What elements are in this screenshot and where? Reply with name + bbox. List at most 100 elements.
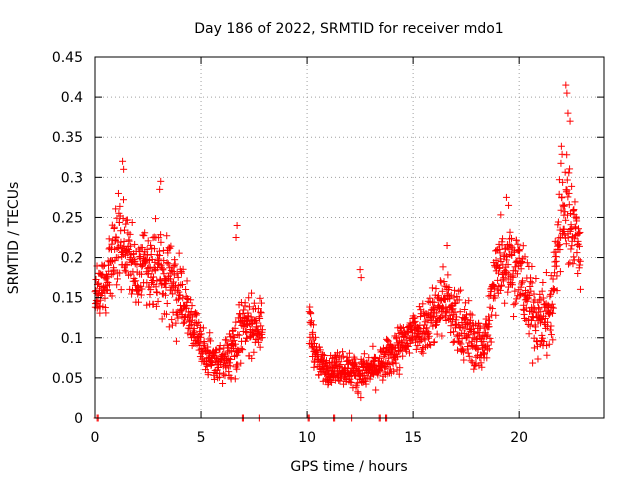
data-point bbox=[492, 311, 500, 319]
data-point bbox=[525, 330, 533, 338]
data-point bbox=[328, 378, 336, 386]
x-tick-label: 15 bbox=[404, 430, 422, 446]
data-point bbox=[222, 350, 230, 358]
data-point bbox=[256, 294, 264, 302]
data-point bbox=[493, 286, 501, 294]
data-point bbox=[125, 237, 133, 245]
data-point bbox=[421, 318, 429, 326]
data-point bbox=[526, 283, 534, 291]
data-point bbox=[333, 373, 341, 381]
data-point bbox=[450, 328, 458, 336]
data-point bbox=[357, 394, 365, 402]
data-point bbox=[256, 343, 264, 351]
data-point bbox=[254, 335, 262, 343]
data-point bbox=[526, 322, 534, 330]
data-point bbox=[319, 365, 327, 373]
data-point bbox=[416, 313, 424, 321]
data-point bbox=[455, 287, 463, 295]
y-tick-label: 0.1 bbox=[61, 331, 83, 347]
data-point bbox=[122, 220, 130, 228]
data-point bbox=[480, 338, 488, 346]
data-point bbox=[360, 350, 368, 358]
data-point bbox=[407, 336, 415, 344]
data-point bbox=[135, 287, 143, 295]
data-point bbox=[453, 313, 461, 321]
data-point bbox=[231, 324, 239, 332]
data-point bbox=[141, 229, 149, 237]
data-point bbox=[485, 323, 493, 331]
data-point bbox=[237, 359, 245, 367]
data-point bbox=[161, 291, 169, 299]
data-point bbox=[144, 270, 152, 278]
data-point bbox=[119, 157, 127, 165]
data-point bbox=[570, 253, 578, 261]
data-point bbox=[390, 367, 398, 375]
data-point bbox=[234, 331, 242, 339]
y-tick-label: 0.2 bbox=[61, 251, 83, 267]
data-point bbox=[496, 264, 504, 272]
data-point bbox=[233, 221, 241, 229]
data-point bbox=[206, 329, 214, 337]
data-point bbox=[105, 235, 113, 243]
data-point bbox=[226, 347, 234, 355]
data-point bbox=[341, 374, 349, 382]
data-point bbox=[502, 193, 510, 201]
data-point bbox=[447, 322, 455, 330]
data-point bbox=[152, 215, 160, 223]
data-point bbox=[369, 342, 377, 350]
data-point bbox=[429, 313, 437, 321]
data-point bbox=[512, 267, 520, 275]
data-point bbox=[430, 338, 438, 346]
y-tick-label: 0.15 bbox=[52, 291, 83, 307]
data-point bbox=[164, 260, 172, 268]
data-point bbox=[483, 354, 491, 362]
data-point bbox=[539, 278, 547, 286]
data-point bbox=[216, 369, 224, 377]
data-point bbox=[231, 375, 239, 383]
data-point bbox=[203, 362, 211, 370]
data-point bbox=[114, 189, 122, 197]
y-axis-label: SRMTID / TECUs bbox=[6, 182, 22, 295]
data-point bbox=[187, 307, 195, 315]
data-point bbox=[345, 349, 353, 357]
data-point bbox=[414, 342, 422, 350]
data-point bbox=[219, 379, 227, 387]
data-point bbox=[149, 273, 157, 281]
data-point bbox=[495, 269, 503, 277]
data-point bbox=[134, 298, 142, 306]
data-point bbox=[245, 303, 253, 311]
data-point bbox=[425, 332, 433, 340]
data-point bbox=[165, 323, 173, 331]
data-point bbox=[556, 246, 564, 254]
data-point bbox=[210, 376, 218, 384]
data-point bbox=[508, 281, 516, 289]
data-point bbox=[485, 345, 493, 353]
data-point bbox=[559, 178, 567, 186]
data-point bbox=[525, 291, 533, 299]
y-tick-label: 0.25 bbox=[52, 210, 83, 226]
data-point bbox=[222, 336, 230, 344]
data-point bbox=[112, 234, 120, 242]
data-point bbox=[529, 359, 537, 367]
data-point bbox=[438, 332, 446, 340]
data-point bbox=[451, 300, 459, 308]
data-point bbox=[357, 274, 365, 282]
data-point bbox=[197, 323, 205, 331]
data-point bbox=[257, 322, 265, 330]
data-point bbox=[447, 329, 455, 337]
data-point bbox=[464, 345, 472, 353]
data-point bbox=[105, 281, 113, 289]
data-point bbox=[250, 331, 258, 339]
data-point bbox=[197, 330, 205, 338]
data-point bbox=[497, 211, 505, 219]
data-point bbox=[557, 206, 565, 214]
data-point bbox=[138, 244, 146, 252]
data-point bbox=[576, 285, 584, 293]
data-point bbox=[164, 249, 172, 257]
data-point bbox=[173, 286, 181, 294]
data-point bbox=[475, 319, 483, 327]
data-point bbox=[339, 352, 347, 360]
data-point bbox=[376, 354, 384, 362]
data-point bbox=[547, 308, 555, 316]
